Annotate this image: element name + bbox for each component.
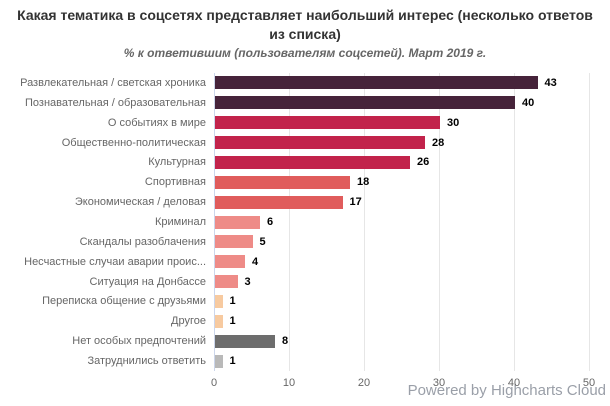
category-label: Другое bbox=[171, 315, 206, 328]
category-label: Затруднились ответить bbox=[87, 355, 206, 368]
category-label: Ситуация на Донбассе bbox=[89, 275, 207, 288]
x-axis-tick-label: 50 bbox=[582, 377, 596, 389]
gridline bbox=[439, 73, 440, 371]
category-label: О событиях в мире bbox=[107, 116, 206, 129]
category-label: Спортивная bbox=[144, 176, 206, 189]
category-label: Развлекательная / светская хроника bbox=[20, 76, 206, 89]
category-label: Криминал bbox=[155, 216, 206, 228]
x-axis-tick-label: 10 bbox=[282, 377, 296, 389]
value-label: 30 bbox=[447, 116, 460, 129]
value-label: 26 bbox=[417, 156, 430, 169]
bar[interactable] bbox=[215, 334, 275, 348]
gridline bbox=[514, 73, 515, 371]
gridline bbox=[364, 73, 365, 371]
value-label: 1 bbox=[229, 315, 236, 328]
value-label: 28 bbox=[432, 136, 445, 149]
gridline bbox=[589, 73, 590, 371]
bar[interactable] bbox=[215, 155, 410, 169]
category-label: Познавательная / образовательная bbox=[25, 96, 206, 109]
value-label: 6 bbox=[267, 216, 274, 228]
category-label: Экономическая / деловая bbox=[74, 196, 206, 209]
bar[interactable] bbox=[215, 116, 440, 130]
value-label: 8 bbox=[282, 335, 289, 348]
value-label: 18 bbox=[357, 176, 370, 189]
value-label: 5 bbox=[259, 235, 266, 248]
bar[interactable] bbox=[215, 175, 350, 189]
value-label: 3 bbox=[244, 275, 251, 288]
category-label: Нет особых предпочтений bbox=[72, 335, 206, 348]
chart-title: Какая тематика в соцсетях представляет н… bbox=[17, 7, 593, 42]
bar[interactable] bbox=[215, 235, 253, 249]
bar[interactable] bbox=[215, 314, 223, 328]
bar[interactable] bbox=[215, 215, 260, 229]
category-label: Культурная bbox=[148, 156, 206, 169]
bar[interactable] bbox=[215, 76, 538, 90]
gridline bbox=[289, 73, 290, 371]
category-label: Несчастные случаи аварии проис... bbox=[24, 255, 206, 268]
chart-subtitle: % к ответившим (пользователям соцсетей).… bbox=[123, 46, 487, 60]
value-label: 1 bbox=[229, 295, 236, 308]
value-label: 40 bbox=[522, 96, 535, 109]
highcharts-credits-link[interactable]: Powered by Highcharts Cloud bbox=[407, 382, 606, 399]
value-label: 17 bbox=[349, 196, 362, 209]
bar[interactable] bbox=[215, 294, 223, 308]
x-axis-tick-label: 30 bbox=[432, 377, 446, 389]
value-label: 4 bbox=[252, 255, 259, 268]
category-label: Скандалы разоблачения bbox=[79, 235, 206, 248]
bar[interactable] bbox=[215, 136, 425, 150]
bar[interactable] bbox=[215, 255, 245, 269]
x-axis-tick-label: 20 bbox=[357, 377, 371, 389]
x-axis-tick-label: 40 bbox=[507, 377, 521, 389]
y-axis-line bbox=[214, 73, 215, 371]
bar[interactable] bbox=[215, 354, 223, 368]
x-axis-tick-label: 0 bbox=[210, 377, 218, 389]
bar[interactable] bbox=[215, 195, 343, 209]
bar[interactable] bbox=[215, 275, 238, 289]
value-label: 1 bbox=[229, 355, 236, 368]
category-label: Общественно-политическая bbox=[61, 136, 206, 149]
value-label: 43 bbox=[544, 76, 557, 89]
category-label: Переписка общение с друзьями bbox=[42, 295, 206, 308]
bar[interactable] bbox=[215, 96, 515, 110]
